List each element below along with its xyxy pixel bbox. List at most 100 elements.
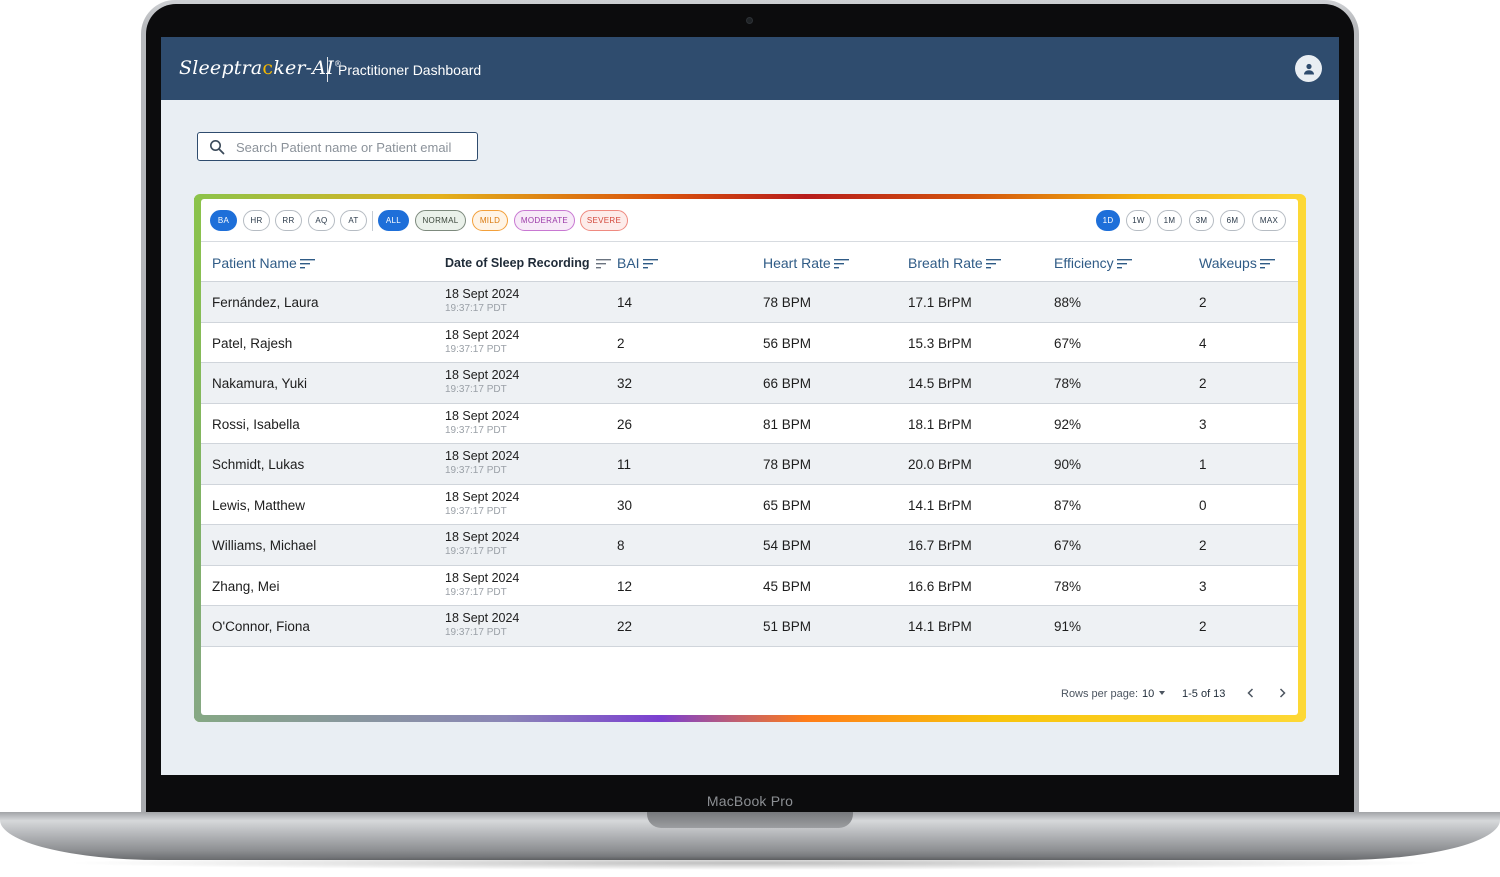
cell-heart-rate: 56 BPM — [763, 335, 812, 351]
date-text: 18 Sept 2024 — [445, 327, 520, 342]
range-filter-1m[interactable]: 1M — [1157, 210, 1182, 231]
table-row[interactable]: Williams, Michael 18 Sept 2024 19:37:17 P… — [201, 525, 1298, 566]
caret-down-icon[interactable] — [1159, 691, 1165, 695]
metric-filter-ba[interactable]: BA — [210, 210, 237, 231]
cell-wakeups: 2 — [1199, 295, 1207, 310]
range-filter-max[interactable]: MAX — [1252, 210, 1286, 231]
cell-heart-rate: 65 BPM — [763, 497, 812, 513]
cell-efficiency: 90% — [1054, 457, 1082, 472]
time-text: 19:37:17 PDT — [445, 505, 507, 517]
cell-patient-name[interactable]: Williams, Michael — [212, 538, 317, 553]
column-label: Breath Rate — [908, 255, 983, 271]
metric-filter-rr[interactable]: RR — [275, 210, 302, 231]
cell-patient-name[interactable]: Schmidt, Lukas — [212, 457, 305, 472]
time-text: 19:37:17 PDT — [445, 546, 507, 557]
table-body: Fernández, Laura 18 Sept 2024 19:37:17 PD… — [201, 282, 1298, 647]
cell-patient-name[interactable]: Zhang, Mei — [212, 578, 280, 594]
cell-efficiency: 87% — [1054, 497, 1082, 513]
severity-filter-severe[interactable]: SEVERE — [580, 210, 628, 231]
search-box — [197, 132, 478, 161]
device-label: MacBook Pro — [706, 793, 794, 809]
table-row[interactable]: Rossi, Isabella 18 Sept 2024 19:37:17 PDT… — [201, 404, 1298, 444]
cell-date: 18 Sept 2024 19:37:17 PDT — [445, 287, 519, 314]
laptop-notch — [647, 812, 853, 828]
time-text: 19:37:17 PDT — [445, 343, 507, 355]
cell-wakeups: 2 — [1199, 376, 1207, 391]
logo-moon-mark: c — [262, 57, 274, 79]
chevron-right-icon[interactable] — [1275, 686, 1289, 700]
cell-patient-name[interactable]: O'Connor, Fiona — [212, 619, 310, 634]
filter-bar: BA HR RR AQ AT ALL NORMAL MILD MODERATE … — [201, 199, 1298, 242]
metric-filter-hr[interactable]: HR — [243, 210, 270, 231]
user-avatar-button[interactable] — [1295, 55, 1322, 82]
frame-right-edge — [1298, 198, 1306, 718]
sort-icon — [299, 258, 315, 268]
table-row[interactable]: Patel, Rajesh 18 Sept 2024 19:37:17 PDT 2… — [201, 323, 1298, 363]
cell-wakeups: 3 — [1199, 416, 1207, 432]
column-header-date[interactable]: Date of Sleep Recording — [445, 256, 612, 270]
table-row[interactable]: Lewis, Matthew 18 Sept 2024 19:37:17 PDT … — [201, 485, 1298, 525]
search-input[interactable] — [236, 138, 472, 156]
cell-patient-name[interactable]: Lewis, Matthew — [212, 497, 306, 513]
cell-date: 18 Sept 2024 19:37:17 PDT — [445, 611, 519, 638]
laptop-shadow — [60, 856, 1440, 870]
column-header-efficiency[interactable]: Efficiency — [1054, 255, 1132, 271]
pagination: Rows per page: 10 1-5 of 13 — [201, 679, 1298, 709]
logo-registered-mark: ® — [333, 59, 343, 69]
severity-filter-normal[interactable]: NORMAL — [415, 210, 466, 231]
range-filter-6m[interactable]: 6M — [1220, 210, 1245, 231]
table-row[interactable]: Zhang, Mei 18 Sept 2024 19:37:17 PDT 12 4… — [201, 566, 1298, 606]
cell-heart-rate: 54 BPM — [763, 538, 812, 553]
column-header-breath-rate[interactable]: Breath Rate — [908, 255, 1001, 271]
cell-patient-name[interactable]: Rossi, Isabella — [212, 416, 300, 432]
cell-bai: 2 — [617, 335, 625, 351]
cell-patient-name[interactable]: Nakamura, Yuki — [212, 376, 308, 391]
logo-text-right: ker-AI — [273, 57, 334, 79]
column-header-patient-name[interactable]: Patient Name — [212, 255, 315, 271]
range-filter-1d[interactable]: 1D — [1096, 210, 1120, 231]
range-filter-1w[interactable]: 1W — [1126, 210, 1151, 231]
table-row[interactable]: Schmidt, Lukas 18 Sept 2024 19:37:17 PDT … — [201, 444, 1298, 485]
table-row[interactable]: Nakamura, Yuki 18 Sept 2024 19:37:17 PDT … — [201, 363, 1298, 404]
cell-wakeups: 2 — [1199, 538, 1207, 553]
severity-filter-mild[interactable]: MILD — [472, 210, 508, 231]
page-range: 1-5 of 13 — [1182, 688, 1226, 700]
severity-filter-all[interactable]: ALL — [378, 210, 409, 231]
cell-breath-rate: 15.3 BrPM — [908, 335, 972, 351]
cell-heart-rate: 45 BPM — [763, 578, 812, 594]
column-header-heart-rate[interactable]: Heart Rate — [763, 255, 849, 271]
metric-filter-aq[interactable]: AQ — [308, 210, 335, 231]
cell-date: 18 Sept 2024 19:37:17 PDT — [445, 530, 519, 557]
cell-efficiency: 67% — [1054, 335, 1082, 351]
range-filter-3m[interactable]: 3M — [1189, 210, 1214, 231]
cell-bai: 11 — [617, 457, 632, 472]
column-header-wakeups[interactable]: Wakeups — [1199, 255, 1275, 271]
table-row[interactable]: O'Connor, Fiona 18 Sept 2024 19:37:17 PDT… — [201, 606, 1298, 647]
logo[interactable]: Sleeptracker-AI® — [179, 57, 342, 79]
cell-breath-rate: 17.1 BrPM — [908, 295, 972, 310]
cell-date: 18 Sept 2024 19:37:17 PDT — [445, 449, 519, 476]
date-text: 18 Sept 2024 — [445, 287, 520, 301]
time-text: 19:37:17 PDT — [445, 586, 507, 598]
column-label: BAI — [617, 255, 640, 271]
chevron-left-icon[interactable] — [1244, 686, 1258, 700]
sort-icon — [596, 258, 612, 268]
cell-heart-rate: 81 BPM — [763, 416, 812, 432]
severity-filter-moderate[interactable]: MODERATE — [514, 210, 575, 231]
rows-per-page-select[interactable]: 10 — [1142, 688, 1155, 700]
app-header: Sleeptracker-AI® Practitioner Dashboard — [161, 37, 1339, 100]
cell-bai: 12 — [617, 578, 633, 594]
sort-icon — [1116, 258, 1132, 268]
cell-patient-name[interactable]: Fernández, Laura — [212, 295, 319, 310]
table-header: Patient Name Date of Sleep Recording BAI… — [201, 242, 1298, 282]
cell-efficiency: 67% — [1054, 538, 1082, 553]
cell-breath-rate: 16.7 BrPM — [908, 538, 972, 553]
table-row[interactable]: Fernández, Laura 18 Sept 2024 19:37:17 PD… — [201, 282, 1298, 323]
metric-filter-at[interactable]: AT — [340, 210, 367, 231]
column-header-bai[interactable]: BAI — [617, 255, 658, 271]
page-title: Practitioner Dashboard — [338, 62, 482, 78]
cell-bai: 30 — [617, 497, 633, 513]
cell-breath-rate: 14.5 BrPM — [908, 376, 972, 391]
cell-wakeups: 0 — [1199, 497, 1207, 513]
cell-patient-name[interactable]: Patel, Rajesh — [212, 335, 293, 351]
